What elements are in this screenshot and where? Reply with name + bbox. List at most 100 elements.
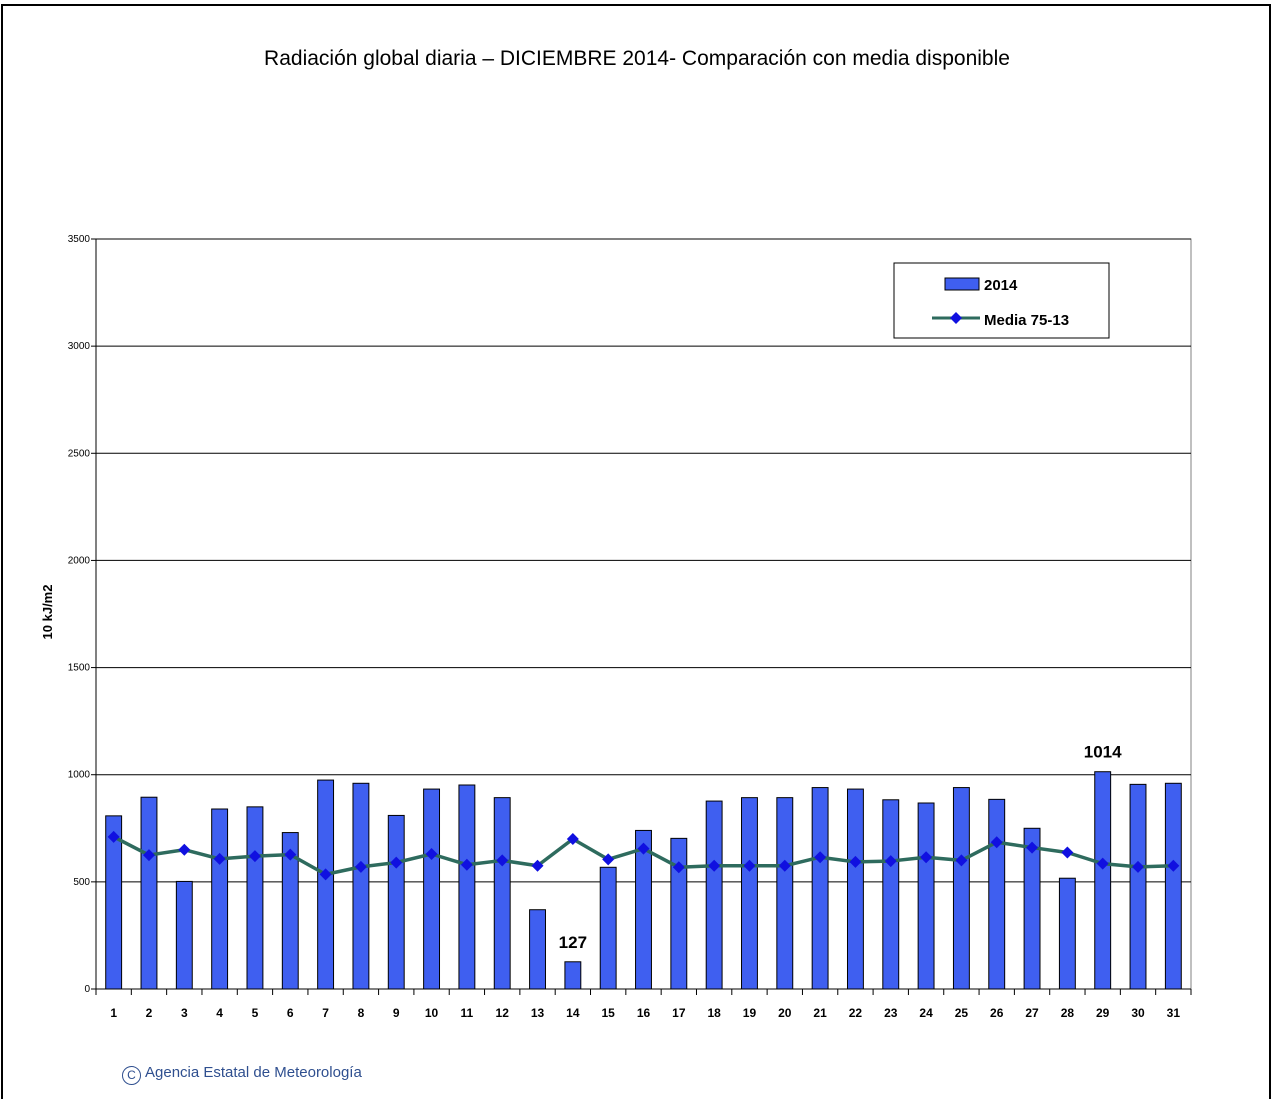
- bars-2014: [105, 771, 1182, 990]
- bar-day-4: [211, 808, 229, 990]
- x-tick-label-19: 19: [743, 1006, 757, 1020]
- media-marker-21: [814, 851, 827, 864]
- media-marker-31: [1167, 859, 1180, 872]
- bar-day-21: [811, 787, 829, 990]
- media-marker-17: [672, 861, 685, 874]
- legend-box: [893, 262, 1110, 339]
- y-tick-label-2500: 2500: [68, 448, 91, 459]
- x-tick-label-29: 29: [1096, 1006, 1110, 1020]
- x-tick-label-14: 14: [566, 1006, 580, 1020]
- media-marker-12: [496, 854, 509, 867]
- media-marker-30: [1132, 860, 1145, 873]
- bar-day-23: [882, 799, 900, 990]
- media-marker-14: [566, 833, 579, 845]
- x-tick-label-27: 27: [1025, 1006, 1039, 1020]
- x-tick-label-13: 13: [531, 1006, 545, 1020]
- media-marker-19: [743, 859, 756, 872]
- media-marker-15: [602, 853, 615, 866]
- x-tick-label-7: 7: [322, 1006, 329, 1020]
- x-tick-label-11: 11: [461, 1006, 474, 1020]
- x-tick-label-17: 17: [672, 1006, 686, 1020]
- y-tick-label-3000: 3000: [68, 341, 91, 352]
- media-marker-23: [884, 855, 897, 868]
- x-tick-label-30: 30: [1131, 1006, 1145, 1020]
- x-tick-label-10: 10: [425, 1006, 439, 1020]
- x-tick-label-26: 26: [990, 1006, 1004, 1020]
- x-tick-label-15: 15: [601, 1006, 615, 1020]
- x-tick-label-28: 28: [1061, 1006, 1075, 1020]
- media-marker-8: [354, 860, 367, 873]
- x-tick-label-23: 23: [884, 1006, 898, 1020]
- x-tick-label-18: 18: [707, 1006, 721, 1020]
- media-line: [107, 830, 1180, 881]
- bar-day-26: [988, 798, 1006, 990]
- data-labels: 127 1014: [559, 743, 1122, 952]
- media-marker-4: [213, 852, 226, 865]
- bar-day-13: [529, 909, 546, 990]
- media-marker-26: [990, 836, 1003, 849]
- media-marker-9: [390, 856, 403, 869]
- x-tick-label-4: 4: [216, 1006, 223, 1020]
- x-tick-label-5: 5: [252, 1006, 259, 1020]
- x-tick-label-8: 8: [358, 1006, 365, 1020]
- bar-day-25: [952, 787, 970, 990]
- bar-day-11: [458, 784, 476, 990]
- media-marker-25: [955, 854, 968, 867]
- data-label-day-29: 1014: [1084, 743, 1122, 762]
- bar-day-14: [564, 961, 582, 990]
- bar-day-8: [352, 782, 370, 990]
- media-marker-20: [778, 859, 791, 872]
- x-tick-label-22: 22: [849, 1006, 863, 1020]
- x-tick-label-3: 3: [181, 1006, 188, 1020]
- x-tick-label-21: 21: [813, 1006, 827, 1020]
- legend: 2014 Media 75-13: [893, 262, 1110, 339]
- media-marker-6: [284, 848, 297, 861]
- y-tick-label-0: 0: [84, 984, 90, 995]
- x-tick-label-20: 20: [778, 1006, 792, 1020]
- copyright-text: Agencia Estatal de Meteorología: [145, 1064, 362, 1081]
- media-marker-3: [178, 843, 191, 856]
- copyright-icon: C: [122, 1066, 141, 1085]
- media-marker-5: [248, 850, 261, 863]
- y-tick-label-1500: 1500: [68, 663, 91, 674]
- legend-bar-swatch: [944, 277, 980, 291]
- bar-day-19: [741, 797, 758, 990]
- bar-day-29: [1094, 771, 1112, 990]
- y-tick-label-500: 500: [73, 877, 90, 888]
- media-marker-16: [637, 842, 650, 855]
- bar-day-28: [1058, 877, 1076, 990]
- bar-day-12: [493, 797, 511, 990]
- x-tick-label-25: 25: [955, 1006, 969, 1020]
- media-marker-29: [1096, 857, 1109, 870]
- bar-day-5: [246, 806, 264, 990]
- bar-day-3: [175, 880, 193, 990]
- media-marker-28: [1061, 846, 1074, 859]
- media-marker-7: [319, 868, 332, 881]
- bar-day-2: [140, 796, 158, 990]
- x-tick-label-2: 2: [146, 1006, 153, 1020]
- copyright: C Agencia Estatal de Meteorología: [122, 1064, 362, 1085]
- media-marker-13: [531, 859, 544, 872]
- y-tick-label-2000: 2000: [68, 555, 91, 566]
- y-tick-label-3500: 3500: [68, 234, 91, 245]
- bar-day-15: [599, 866, 617, 990]
- bar-day-18: [705, 800, 723, 990]
- bar-day-10: [423, 788, 441, 990]
- x-tick-label-1: 1: [110, 1006, 117, 1020]
- x-tick-label-16: 16: [637, 1006, 651, 1020]
- y-tick-label-1000: 1000: [68, 770, 91, 781]
- bar-day-24: [917, 802, 935, 990]
- bar-day-22: [846, 788, 864, 990]
- media-marker-1: [107, 830, 120, 843]
- bar-day-30: [1129, 783, 1147, 990]
- media-marker-24: [920, 851, 933, 864]
- bar-day-31: [1164, 782, 1182, 990]
- x-tick-label-12: 12: [496, 1006, 510, 1020]
- legend-marker: [950, 312, 962, 324]
- bar-day-20: [776, 797, 794, 990]
- media-marker-27: [1026, 841, 1039, 854]
- chart-title: Radiación global diaria – DICIEMBRE 2014…: [264, 47, 1010, 70]
- bar-day-9: [387, 814, 405, 990]
- bar-day-7: [317, 779, 335, 990]
